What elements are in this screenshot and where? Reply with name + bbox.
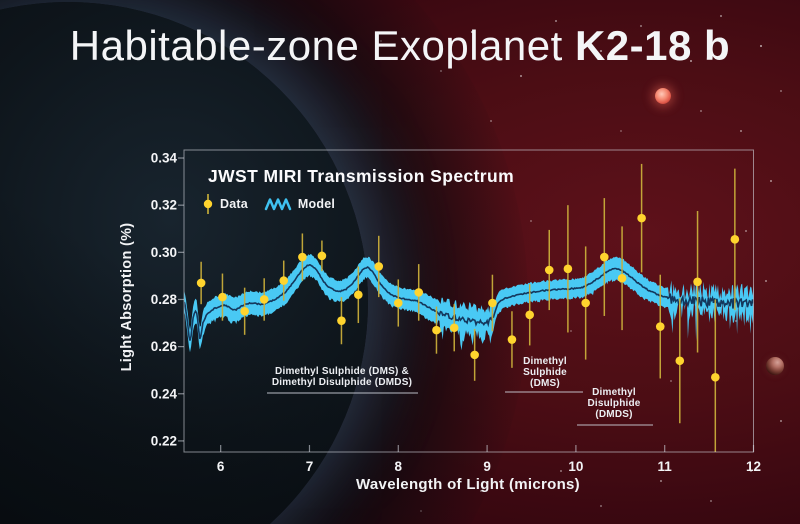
model-uncertainty-band bbox=[184, 254, 754, 353]
data-point bbox=[240, 306, 249, 316]
legend: Data Model bbox=[202, 193, 335, 215]
page-title-bold: K2-18 b bbox=[574, 22, 731, 69]
page-title-regular: Habitable-zone Exoplanet bbox=[69, 22, 563, 69]
data-point bbox=[279, 276, 289, 285]
annotation-line-text: Dimethyl Sulphide (DMS) & bbox=[275, 366, 409, 377]
data-point bbox=[711, 372, 720, 382]
star-field bbox=[471, 31, 473, 33]
annotation-line-text: Dimethyl Disulphide (DMDS) bbox=[271, 377, 413, 388]
data-point bbox=[317, 251, 327, 261]
model-wave-icon bbox=[264, 198, 292, 211]
data-errorbar-icon bbox=[203, 194, 213, 214]
annotation-line-text: Sulphide bbox=[523, 367, 567, 378]
y-tick-label: 0.28 bbox=[151, 292, 178, 307]
data-point bbox=[600, 252, 609, 262]
y-tick-label: 0.22 bbox=[151, 433, 177, 448]
data-point bbox=[470, 350, 479, 360]
annotation-0: Dimethyl Sulphide (DMS) & Dimethyl Disulp… bbox=[272, 366, 412, 388]
data-point bbox=[507, 335, 517, 344]
data-point bbox=[617, 273, 627, 283]
annotation-line-text: Dimethyl bbox=[523, 356, 567, 367]
plot-frame bbox=[183, 149, 754, 453]
annotation-line-text: (DMS) bbox=[530, 378, 560, 389]
chart-title: JWST MIRI Transmission Spectrum bbox=[208, 166, 515, 186]
annotation-1: Dimethyl Sulphide (DMS) bbox=[523, 356, 567, 389]
y-tick-label: 0.30 bbox=[151, 245, 177, 260]
y-tick-label: 0.26 bbox=[151, 339, 178, 354]
data-point bbox=[675, 356, 685, 366]
data-point bbox=[298, 252, 307, 262]
distant-planet bbox=[766, 357, 784, 375]
x-tick-label: 9 bbox=[483, 459, 491, 474]
data-point bbox=[414, 288, 424, 297]
data-point bbox=[393, 298, 403, 308]
data-point bbox=[637, 213, 646, 223]
legend-data-label: Data bbox=[220, 197, 248, 211]
red-dwarf-star bbox=[655, 88, 671, 104]
y-tick-label: 0.32 bbox=[151, 198, 177, 213]
annotation-2: Dimethyl Disulphide (DMDS) bbox=[587, 387, 640, 420]
x-tick-label: 11 bbox=[658, 459, 673, 474]
data-point bbox=[259, 295, 269, 304]
annotation-line-text: Disulphide bbox=[587, 398, 641, 409]
annotation-line-text: (DMDS) bbox=[595, 409, 633, 420]
y-tick-label: 0.24 bbox=[151, 386, 178, 401]
data-point bbox=[581, 298, 590, 308]
data-point bbox=[218, 292, 227, 302]
data-point bbox=[693, 277, 702, 287]
data-point bbox=[525, 310, 535, 320]
data-point bbox=[196, 278, 206, 288]
data-point bbox=[563, 264, 573, 274]
data-point bbox=[374, 262, 384, 271]
legend-model-label: Model bbox=[297, 197, 336, 211]
page-title: Habitable-zone Exoplanet K2-18 b bbox=[0, 22, 800, 70]
data-point bbox=[488, 298, 497, 308]
data-point bbox=[655, 322, 665, 331]
data-point bbox=[730, 235, 740, 244]
data-point bbox=[354, 290, 363, 300]
x-tick-label: 8 bbox=[395, 459, 403, 474]
x-tick-label: 7 bbox=[306, 459, 314, 474]
data-point bbox=[432, 325, 441, 335]
x-axis-title: Wavelength of Light (microns) bbox=[356, 476, 580, 493]
data-point bbox=[449, 323, 459, 333]
x-tick-label: 6 bbox=[217, 459, 225, 474]
annotation-line-text: Dimethyl bbox=[592, 387, 636, 398]
x-tick-label: 10 bbox=[568, 459, 583, 474]
y-axis-title: Light Absorption (%) bbox=[119, 222, 135, 372]
data-point bbox=[544, 265, 554, 275]
x-tick-label: 12 bbox=[746, 459, 761, 474]
data-point bbox=[337, 316, 346, 325]
y-tick-label: 0.34 bbox=[151, 151, 178, 166]
